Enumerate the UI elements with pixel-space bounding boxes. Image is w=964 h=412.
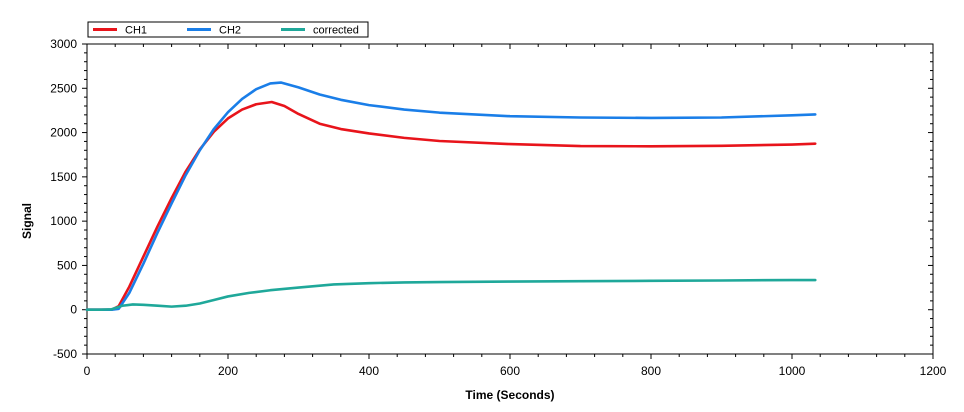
legend: CH1 CH2 corrected [87,21,369,38]
legend-box [87,21,369,38]
y-axis-title: Signal [20,203,34,239]
x-tick-label: 0 [84,364,91,378]
x-tick-label: 400 [359,364,379,378]
x-tick-label: 600 [500,364,520,378]
x-axis-title: Time (Seconds) [465,388,554,402]
x-tick-label: 1000 [779,364,806,378]
y-tick-label: 3000 [50,37,77,51]
y-tick-label: 500 [57,258,77,272]
y-tick-label: -500 [53,347,77,361]
y-tick-label: 0 [70,303,77,317]
y-axis: -500 0 500 1000 1500 2000 2500 3000 [50,37,933,361]
x-tick-label: 200 [218,364,238,378]
y-tick-label: 2000 [50,126,77,140]
series-line-ch2 [85,81,817,312]
series-line-ch1 [85,100,817,312]
x-tick-label: 800 [641,364,661,378]
y-tick-label: 2500 [50,81,77,95]
y-tick-label: 1000 [50,214,77,228]
x-axis: 0 200 400 600 800 1000 1200 [84,44,947,378]
series-group [85,81,817,312]
series-line-corrected [85,278,817,312]
legend-label-ch2: CH2 [219,25,241,37]
legend-label-corrected: corrected [313,25,359,37]
x-tick-label: 1200 [920,364,947,378]
y-tick-label: 1500 [50,170,77,184]
legend-label-ch1: CH1 [125,25,147,37]
